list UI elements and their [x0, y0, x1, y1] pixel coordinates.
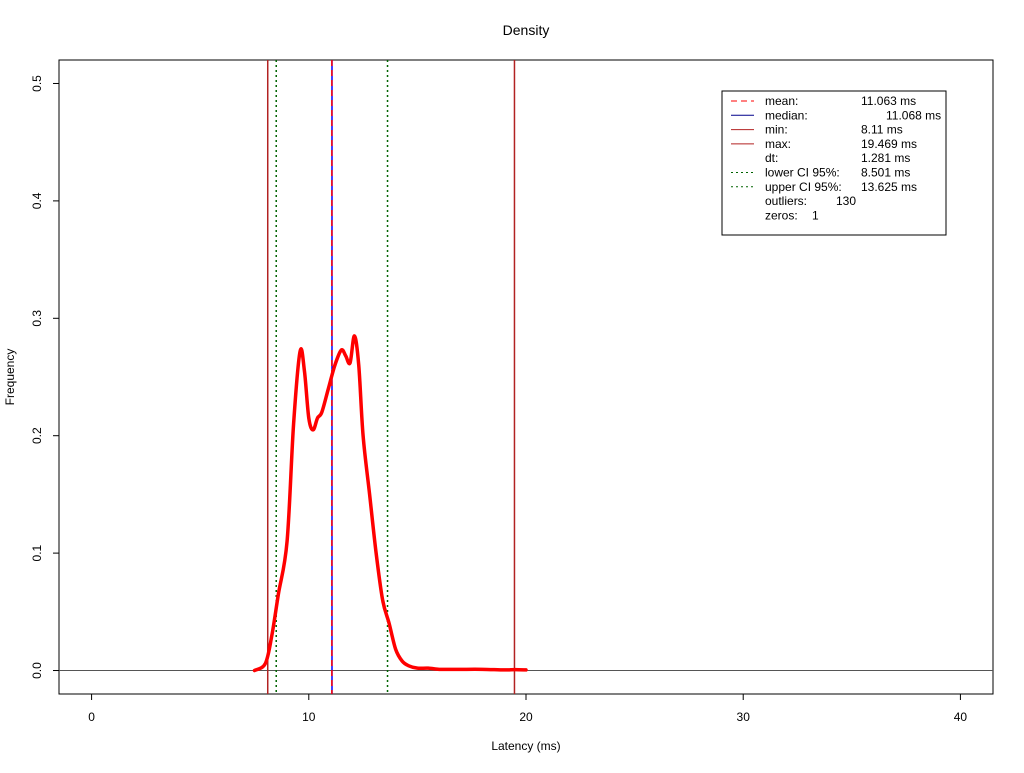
y-tick-label: 0.4: [30, 192, 44, 209]
legend-value: 11.063 ms: [861, 94, 916, 108]
legend-value: 8.11 ms: [861, 123, 903, 137]
legend-label: upper CI 95%:: [765, 180, 842, 194]
legend-label: min:: [765, 123, 788, 137]
legend-label: outliers:: [765, 194, 807, 208]
legend-value: 8.501 ms: [861, 166, 910, 180]
x-axis-label: Latency (ms): [491, 739, 560, 753]
legend-label: zeros:: [765, 208, 798, 222]
legend-value: 11.068 ms: [886, 108, 941, 122]
legend-box: [721, 90, 947, 236]
y-tick-label: 0.5: [30, 75, 44, 92]
x-tick-label: 10: [302, 710, 316, 724]
x-tick-label: 20: [519, 710, 533, 724]
legend-value: 1.281 ms: [861, 151, 910, 165]
legend-value: 1: [812, 208, 819, 222]
legend: mean: 11.063 ms median: 11.068 ms min: 8.11 m…: [721, 90, 947, 236]
y-tick-label: 0.1: [30, 544, 44, 561]
y-axis-label: Frequency: [3, 349, 17, 406]
y-tick-label: 0.2: [30, 427, 44, 444]
legend-label: mean:: [765, 94, 798, 108]
x-axis: 0 10 20 30 40: [88, 693, 968, 724]
y-tick-label: 0.0: [30, 662, 44, 679]
legend-label: dt:: [765, 151, 778, 165]
legend-value: 130: [836, 194, 856, 208]
legend-label: median:: [765, 108, 808, 122]
y-axis: 0.0 0.1 0.2 0.3 0.4 0.5: [30, 75, 60, 679]
x-tick-label: 0: [88, 710, 95, 724]
chart-title: Density: [503, 22, 550, 38]
legend-value: 19.469 ms: [861, 137, 917, 151]
y-tick-label: 0.3: [30, 310, 44, 327]
x-tick-label: 40: [954, 710, 968, 724]
density-curve: [252, 334, 528, 673]
legend-label: max:: [765, 137, 791, 151]
x-tick-label: 30: [737, 710, 751, 724]
legend-value: 13.625 ms: [861, 180, 917, 194]
density-series: [252, 334, 528, 673]
legend-label: lower CI 95%:: [765, 166, 840, 180]
